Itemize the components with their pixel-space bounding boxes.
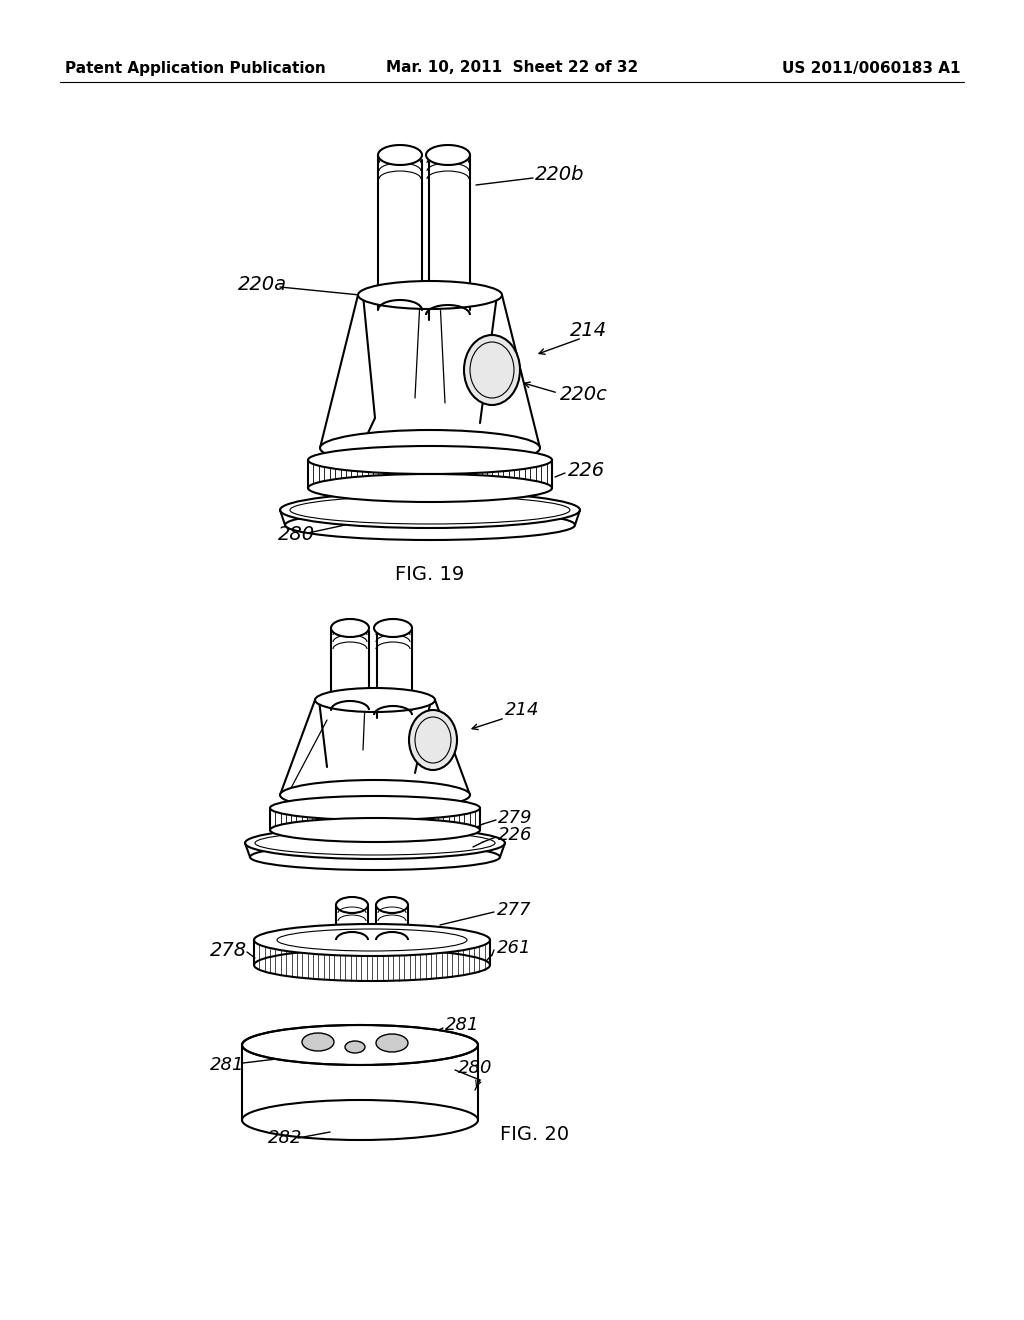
Text: 226: 226 <box>568 461 605 479</box>
Ellipse shape <box>336 898 368 913</box>
Ellipse shape <box>245 828 505 859</box>
Ellipse shape <box>315 688 435 711</box>
Text: US 2011/0060183 A1: US 2011/0060183 A1 <box>781 61 961 75</box>
Text: 281: 281 <box>210 1056 245 1074</box>
Text: 280: 280 <box>278 525 315 544</box>
Text: 277: 277 <box>497 902 531 919</box>
Text: FIG. 20: FIG. 20 <box>500 1126 569 1144</box>
Text: 279: 279 <box>498 809 532 828</box>
Ellipse shape <box>426 145 470 165</box>
Ellipse shape <box>242 1100 478 1140</box>
Ellipse shape <box>270 818 480 842</box>
Text: 220b: 220b <box>535 165 585 185</box>
Text: 220a: 220a <box>238 276 287 294</box>
Ellipse shape <box>250 843 500 870</box>
Text: Mar. 10, 2011  Sheet 22 of 32: Mar. 10, 2011 Sheet 22 of 32 <box>386 61 638 75</box>
Ellipse shape <box>280 780 470 810</box>
Ellipse shape <box>280 492 580 528</box>
Ellipse shape <box>345 1041 365 1053</box>
Ellipse shape <box>464 335 520 405</box>
Text: 280: 280 <box>458 1059 493 1077</box>
Ellipse shape <box>376 898 408 913</box>
Ellipse shape <box>376 1034 408 1052</box>
Text: FIG. 19: FIG. 19 <box>395 565 465 585</box>
Text: 214: 214 <box>505 701 540 719</box>
Ellipse shape <box>378 145 422 165</box>
Ellipse shape <box>254 949 490 981</box>
Text: 282: 282 <box>268 1129 302 1147</box>
Ellipse shape <box>409 710 457 770</box>
Ellipse shape <box>358 281 502 309</box>
Ellipse shape <box>308 446 552 474</box>
Ellipse shape <box>308 474 552 502</box>
Ellipse shape <box>302 1034 334 1051</box>
Ellipse shape <box>242 1026 478 1065</box>
Ellipse shape <box>285 510 575 540</box>
Ellipse shape <box>270 796 480 820</box>
Text: 281: 281 <box>445 1016 479 1034</box>
Ellipse shape <box>254 924 490 956</box>
Ellipse shape <box>374 619 412 638</box>
Text: 261: 261 <box>497 939 531 957</box>
Text: Patent Application Publication: Patent Application Publication <box>65 61 326 75</box>
Text: 220c: 220c <box>560 385 608 404</box>
Text: 214: 214 <box>570 321 607 339</box>
Ellipse shape <box>319 430 540 466</box>
Text: 278: 278 <box>210 940 247 960</box>
Ellipse shape <box>331 619 369 638</box>
Text: 226: 226 <box>498 826 532 843</box>
